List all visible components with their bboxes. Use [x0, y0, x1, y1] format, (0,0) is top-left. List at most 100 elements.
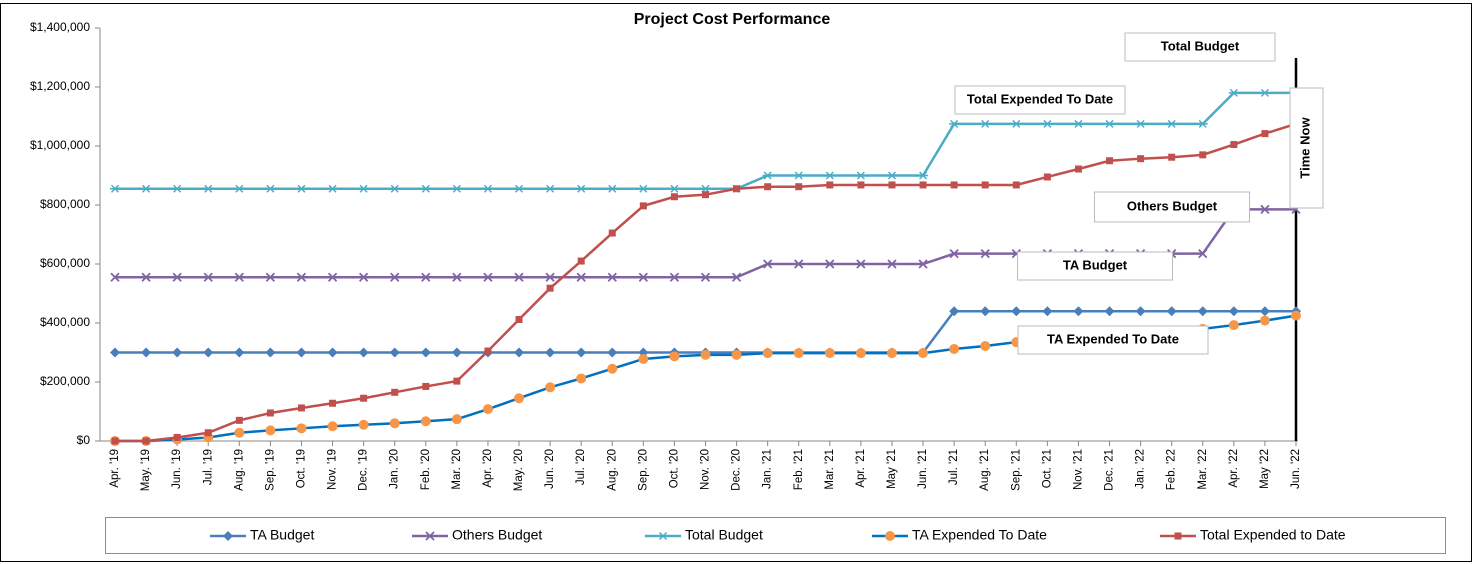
x-tick-label: Aug. '21 [979, 449, 991, 491]
marker [141, 347, 152, 358]
marker [608, 229, 616, 237]
marker [296, 272, 307, 282]
marker [1043, 173, 1051, 181]
x-tick-label: Jun. '20 [544, 449, 556, 489]
marker [1104, 119, 1115, 128]
marker [762, 348, 773, 359]
marker [825, 259, 835, 269]
marker [794, 259, 804, 269]
marker [980, 249, 990, 259]
marker [1199, 151, 1207, 159]
marker [1135, 119, 1146, 128]
x-tick-label: Jan. '22 [1135, 449, 1147, 489]
chart-title: Project Cost Performance [634, 11, 831, 28]
marker [482, 184, 493, 193]
x-tick-label: Aug. '20 [606, 449, 618, 491]
marker [1197, 306, 1208, 317]
marker [515, 315, 523, 323]
x-tick-label: May. '19 [140, 449, 152, 491]
marker [389, 347, 400, 358]
marker [607, 363, 618, 374]
marker [1259, 306, 1270, 317]
x-tick-label: Sep. '19 [264, 449, 276, 491]
marker [1011, 119, 1022, 128]
marker [390, 272, 400, 282]
marker [669, 272, 680, 282]
marker [234, 272, 244, 282]
marker [886, 348, 897, 359]
marker [451, 347, 462, 358]
series [111, 120, 1300, 445]
marker [763, 259, 773, 269]
marker [1168, 153, 1176, 161]
marker [1197, 119, 1208, 128]
marker [887, 259, 897, 269]
y-tick-label: $400,000 [40, 315, 90, 329]
x-tick-label: Oct. '20 [668, 449, 680, 488]
marker [420, 184, 431, 193]
marker [1166, 119, 1177, 128]
marker [638, 272, 648, 282]
y-tick-label: $1,200,000 [30, 79, 90, 93]
marker [422, 382, 430, 390]
marker [1073, 306, 1084, 317]
marker [762, 171, 773, 180]
marker [577, 257, 585, 265]
x-tick-label: Jan. '21 [762, 449, 774, 489]
x-tick-label: Nov. '19 [327, 449, 339, 490]
marker [545, 184, 556, 193]
marker [638, 353, 649, 364]
marker [546, 284, 554, 292]
marker [731, 349, 742, 360]
x-tick-label: Oct. '21 [1041, 449, 1053, 488]
marker [826, 181, 834, 189]
marker [669, 351, 680, 362]
x-tick-label: May '21 [886, 449, 898, 489]
marker [980, 341, 991, 352]
marker [1073, 119, 1084, 128]
marker [483, 272, 493, 282]
marker [223, 531, 233, 541]
marker [141, 272, 151, 282]
marker [793, 348, 804, 359]
marker [514, 393, 525, 404]
marker [1106, 157, 1114, 165]
marker [764, 183, 772, 191]
x-tick-label: Oct. '19 [296, 449, 308, 488]
marker [950, 181, 958, 189]
marker [297, 404, 305, 412]
marker [296, 423, 307, 434]
marker [1042, 119, 1053, 128]
marker [731, 272, 742, 282]
series-line [115, 122, 1297, 443]
marker [949, 343, 960, 354]
marker [733, 185, 741, 193]
y-tick-label: $200,000 [40, 374, 90, 388]
marker [142, 437, 150, 445]
y-tick-label: $800,000 [40, 197, 90, 211]
x-tick-label: Mar. '20 [451, 449, 463, 490]
x-tick-label: Dec. '20 [731, 449, 743, 491]
marker [1166, 306, 1177, 317]
marker [1291, 310, 1301, 321]
marker [700, 184, 711, 193]
x-tick-label: May '22 [1259, 449, 1271, 489]
annotation-box [1289, 87, 1324, 209]
x-tick-label: Apr. '20 [482, 449, 494, 488]
marker [607, 347, 618, 358]
marker [389, 184, 400, 193]
x-tick-label: Jul. '20 [575, 449, 587, 485]
marker [451, 184, 462, 193]
marker [702, 191, 709, 199]
marker [389, 418, 400, 429]
marker [514, 184, 525, 193]
marker [327, 184, 338, 193]
annotation: TA Budget [1063, 257, 1128, 272]
marker [793, 171, 804, 180]
x-tick-label: Dec. '19 [358, 449, 370, 491]
marker [1137, 155, 1145, 163]
marker [949, 249, 959, 259]
x-tick-label: Aug. '19 [233, 449, 245, 491]
marker [658, 531, 668, 541]
marker [545, 347, 556, 358]
